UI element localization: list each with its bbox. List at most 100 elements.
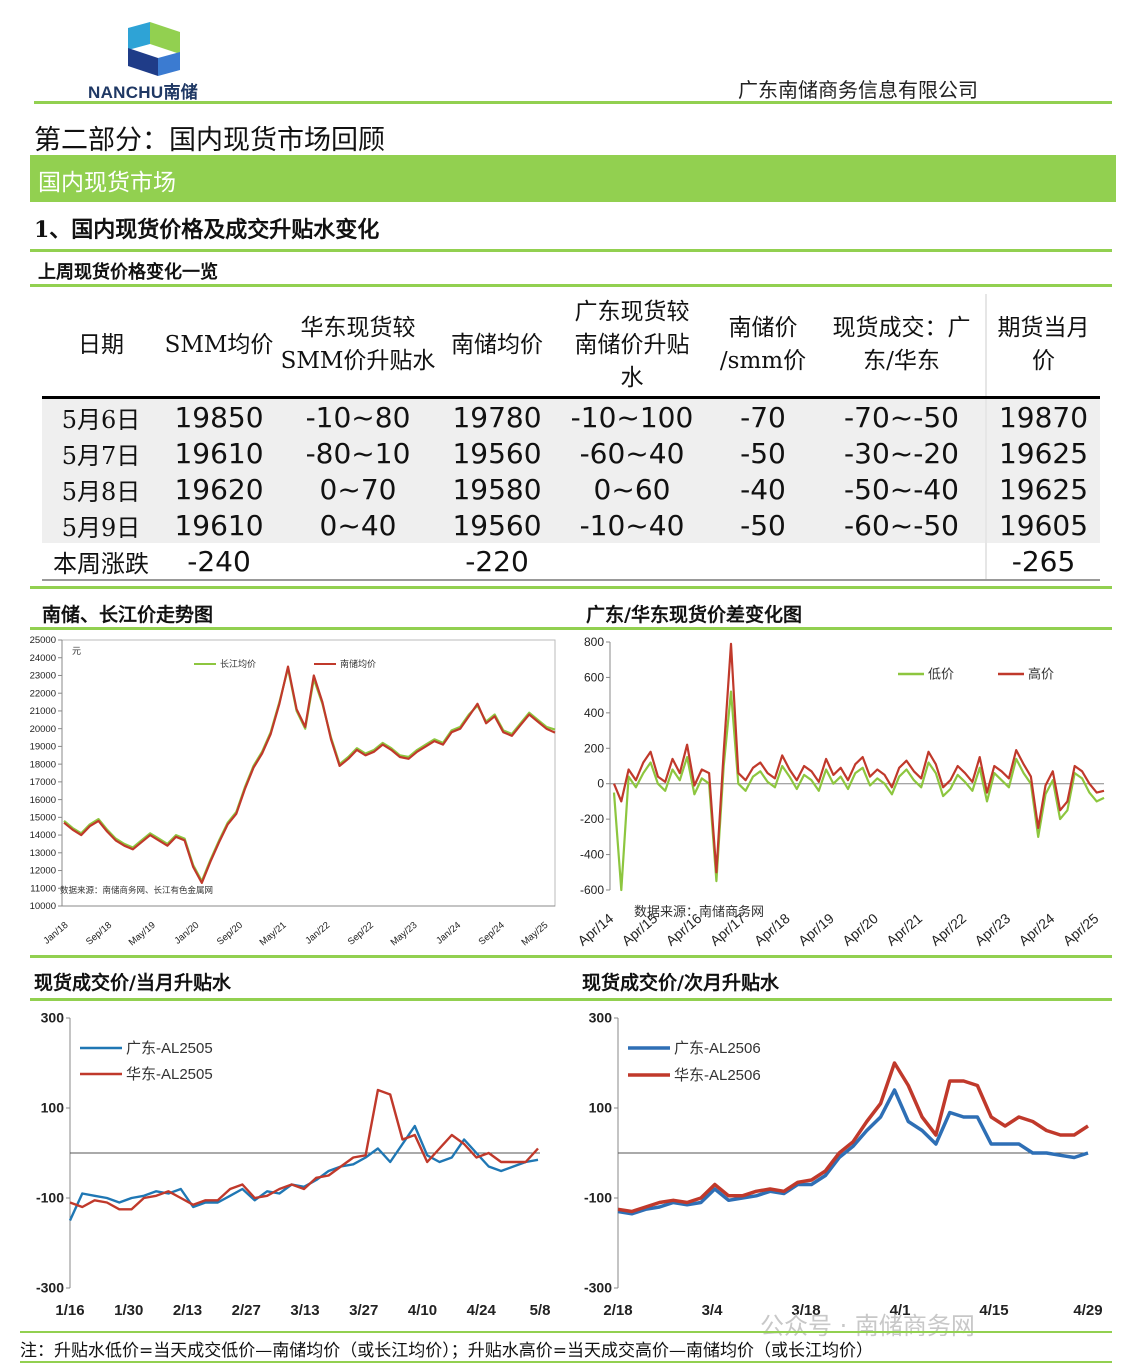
table-cell: -80~10: [278, 435, 438, 471]
x-tick-label: 2/13: [173, 1302, 202, 1319]
table-header-row: 日期 SMM均价 华东现货较 SMM价升贴水 南储均价 广东现货较 南储价升贴水南储价/sm…: [42, 294, 1100, 399]
table-header-3: 南储均价: [438, 294, 556, 399]
x-tick-label: 4/15: [979, 1302, 1008, 1319]
table-cell: -50: [708, 435, 818, 471]
divider: [30, 627, 1112, 630]
x-tick-label: Jan/20: [172, 920, 201, 947]
table-cell: 19620: [160, 471, 278, 507]
x-tick-label: Sep/18: [84, 920, 114, 948]
y-tick-label: 11000: [30, 883, 56, 894]
x-tick-label: Jan/22: [303, 920, 332, 947]
table-cell: -60~-50: [818, 507, 987, 543]
y-tick-label: 200: [584, 741, 604, 755]
y-tick-label: -100: [36, 1190, 64, 1206]
table-header-2: 华东现货较 SMM价升贴水: [278, 294, 438, 399]
table-cell: 19780: [438, 397, 556, 435]
y-tick-label: -300: [36, 1280, 64, 1296]
series-line-0: [617, 1088, 1089, 1216]
legend-label: 华东-AL2506: [674, 1067, 761, 1084]
x-tick-label: Apr/21: [883, 910, 925, 949]
x-tick-label: 3/4: [702, 1302, 724, 1319]
y-tick-label: 0: [597, 777, 604, 791]
series-line-0: [612, 690, 1105, 892]
y-tick-label: 10000: [30, 901, 56, 912]
x-tick-label: Apr/24: [1016, 910, 1058, 949]
current-month-premium-chart: -300 -100 100 300 1/16 1/30 2/13 2/27 3/13 3/27 4/…: [36, 1010, 551, 1319]
plot-frame: [61, 639, 556, 907]
x-tick-label: Apr/14: [574, 910, 616, 949]
chart-title-next-month: 现货成交价/次月升贴水: [582, 972, 779, 994]
table-header-5: 南储价/smm价: [708, 294, 818, 399]
subsection-title: 1、国内现货价格及成交升贴水变化: [34, 217, 380, 243]
legend-label: 华东-AL2505: [126, 1066, 213, 1083]
legend-label: 广东-AL2505: [126, 1040, 213, 1057]
y-tick-label: 800: [584, 635, 604, 649]
y-tick-label: 14000: [30, 830, 56, 841]
section-band: 国内现货市场: [30, 155, 1116, 202]
legend-label: 南储均价: [340, 658, 376, 669]
x-tick-label: Jan/24: [434, 920, 463, 947]
x-tick-label: 4/1: [890, 1302, 911, 1319]
series-line-1: [69, 1088, 539, 1211]
table-cell: 19610: [160, 507, 278, 543]
y-tick-label: -100: [584, 1190, 612, 1206]
table-cell: 19605: [986, 507, 1100, 543]
table-cell: -240: [160, 543, 278, 581]
x-tick-label: May/25: [519, 920, 550, 948]
table-row: 5月9日 19610 0~40 19560 -10~40 -50 -60~-50 19605: [42, 507, 1100, 543]
y-tick-label: 100: [41, 1100, 65, 1116]
y-tick-label: 400: [584, 706, 604, 720]
table-cell: 5月7日: [42, 435, 160, 471]
x-tick-label: 4/24: [467, 1302, 497, 1319]
table-cell: 本周涨跌: [42, 543, 160, 581]
x-tick-label: 1/16: [55, 1302, 84, 1319]
unit-label: 元: [72, 646, 81, 656]
divider: [30, 284, 1112, 287]
table-title: 上周现货价格变化一览: [38, 262, 218, 283]
table-cell: -70~-50: [818, 397, 987, 435]
x-tick-label: 4/10: [408, 1302, 437, 1319]
y-tick-label: 12000: [30, 866, 56, 877]
y-tick-label: 18000: [30, 759, 56, 770]
y-tick-label: -600: [580, 883, 604, 897]
legend-label: 广东-AL2506: [674, 1040, 761, 1057]
table-cell: [708, 543, 818, 581]
price-trend-chart: 10000 11000 12000 13000 14000 15000 16000 17000…: [30, 635, 556, 948]
y-tick-label: -300: [584, 1280, 612, 1296]
x-tick-label: May/21: [258, 920, 289, 948]
table-cell: 19610: [160, 435, 278, 471]
band-title: 国内现货市场: [38, 170, 176, 196]
table-cell: -70: [708, 397, 818, 435]
series-line-1: [63, 665, 556, 884]
y-tick-label: -400: [580, 848, 604, 862]
y-tick-label: 23000: [30, 671, 56, 682]
divider: [30, 955, 1112, 958]
table-cell: 0~40: [278, 507, 438, 543]
x-tick-label: Sep/24: [477, 920, 507, 948]
table-header-7: 期货当月价: [986, 294, 1100, 399]
price-table: 日期 SMM均价 华东现货较 SMM价升贴水 南储均价 广东现货较 南储价升贴水南储价/sm…: [42, 294, 1100, 581]
y-tick-label: 25000: [30, 635, 56, 646]
table-cell: [278, 543, 438, 581]
x-tick-label: 5/8: [530, 1302, 551, 1319]
table-cell: 0~70: [278, 471, 438, 507]
x-tick-label: Jan/18: [42, 920, 71, 947]
series-line-1: [617, 1061, 1089, 1214]
table-cell: -60~40: [556, 435, 708, 471]
source-label: 数据来源：南储商务网: [634, 904, 764, 919]
y-tick-label: 17000: [30, 777, 56, 788]
source-label: 数据来源：南储商务网、长江有色金属网: [60, 885, 213, 895]
table-header-4: 广东现货较 南储价升贴水: [556, 294, 708, 399]
y-tick-label: 600: [584, 670, 604, 684]
table-row: 5月8日 19620 0~70 19580 0~60 -40 -50~-40 19625: [42, 471, 1100, 507]
nanchu-logo: [128, 22, 180, 76]
x-tick-label: Apr/25: [1060, 910, 1102, 949]
chart-title-current-month: 现货成交价/当月升贴水: [34, 972, 231, 994]
table-cell: 19625: [986, 471, 1100, 507]
x-tick-label: 3/27: [349, 1302, 378, 1319]
x-tick-label: Sep/22: [346, 920, 376, 948]
table-header-1: SMM均价: [160, 294, 278, 399]
table-cell: 19850: [160, 397, 278, 435]
table-cell: -220: [438, 543, 556, 581]
company-name: 广东南储商务信息有限公司: [738, 78, 978, 102]
